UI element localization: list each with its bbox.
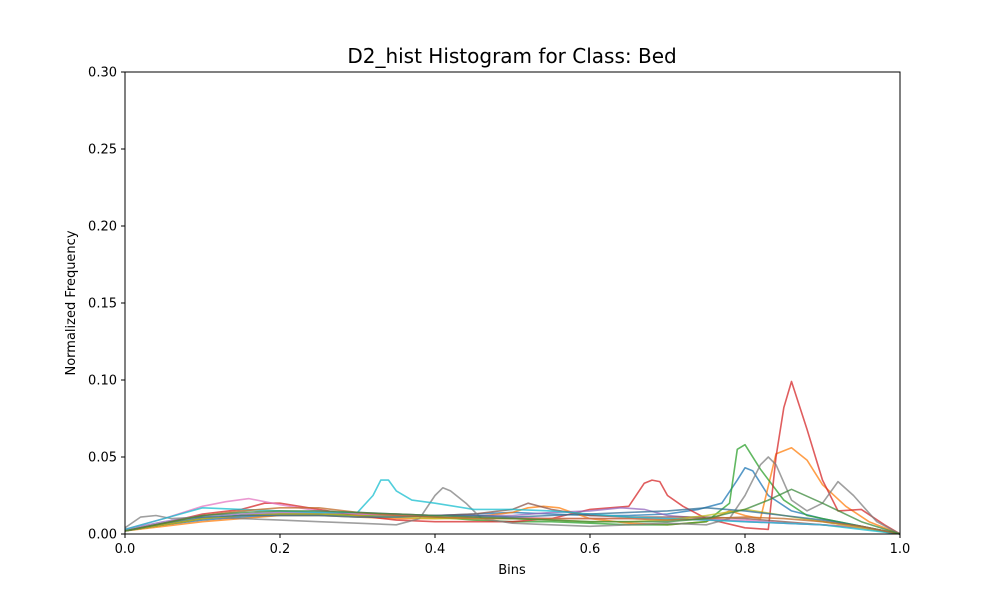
x-tick-label: 0.8 — [735, 542, 756, 557]
plot-frame — [124, 71, 901, 535]
ticks-group: 0.0 0.2 0.4 0.6 0.8 1.0 0.00 0.05 0.10 0.15 0.20 0.… — [88, 66, 910, 558]
x-tick-label: 0.6 — [580, 542, 601, 557]
y-tick-label: 0.05 — [88, 451, 117, 466]
x-tick-label: 0.2 — [270, 542, 291, 557]
series-group — [124, 380, 901, 535]
x-tick-label: 1.0 — [890, 542, 911, 557]
y-tick-label: 0.20 — [88, 220, 117, 235]
y-tick-label: 0.10 — [88, 374, 117, 389]
y-axis-label: Normalized Frequency — [64, 230, 79, 375]
y-tick-label: 0.00 — [88, 528, 117, 543]
y-tick-label: 0.30 — [88, 66, 117, 81]
y-tick-label: 0.15 — [88, 297, 117, 312]
series-line-3 — [124, 380, 901, 535]
series-line-7 — [124, 456, 901, 535]
series-line-10 — [124, 507, 901, 535]
x-axis-label: Bins — [498, 563, 526, 578]
chart-title: D2_hist Histogram for Class: Bed — [347, 44, 676, 68]
y-tick-label: 0.25 — [88, 143, 117, 158]
series-line-12 — [124, 488, 901, 535]
x-tick-label: 0.0 — [115, 542, 136, 557]
x-tick-label: 0.4 — [425, 542, 446, 557]
